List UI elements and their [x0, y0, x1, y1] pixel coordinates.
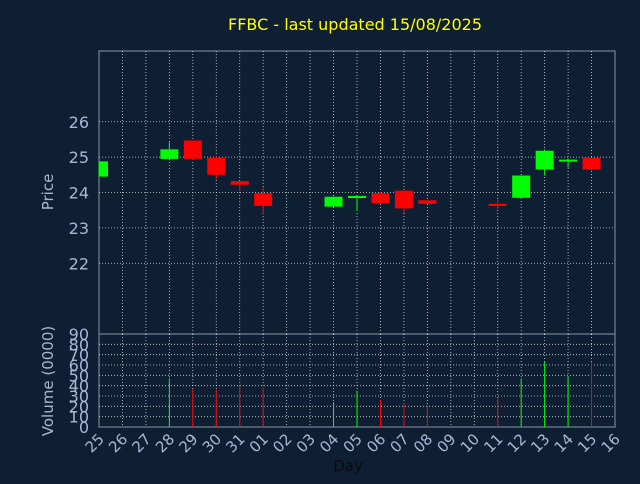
volume-tick-label: 40	[69, 377, 89, 396]
candle-07	[394, 190, 413, 214]
day-tick-label: 08	[410, 430, 436, 456]
candle-body	[160, 149, 179, 159]
candle-12	[512, 175, 531, 198]
day-axis-label: Day	[333, 457, 363, 475]
price-tick-label: 25	[69, 148, 89, 167]
candle-06	[371, 191, 390, 204]
day-tick-label: 07	[387, 430, 413, 456]
candle-body	[99, 161, 108, 177]
candle-body	[254, 193, 273, 206]
candle-body	[582, 157, 601, 170]
candle-body	[394, 190, 413, 209]
candle-15	[582, 157, 601, 172]
candle-11	[488, 199, 507, 210]
candle-body	[348, 196, 366, 199]
volume-tick-label: 30	[69, 387, 89, 406]
price-panel: 22 23 24 25 26	[69, 50, 616, 335]
volume-tick-label: 50	[69, 366, 89, 385]
day-tick-label: 13	[527, 430, 553, 456]
candle-body	[418, 200, 437, 204]
price-tick-label: 23	[69, 219, 89, 238]
volume-tick-label: 90	[69, 325, 89, 344]
day-tick-label: 12	[504, 430, 530, 456]
day-tick-label: 05	[340, 430, 366, 456]
day-tick-label: 26	[105, 430, 131, 456]
volume-panel: 0102030405060708090252627282930310102030…	[69, 325, 624, 456]
volume-tick-label: 0	[79, 418, 89, 437]
price-tick-label: 24	[69, 184, 89, 203]
day-tick-label: 14	[551, 430, 577, 456]
price-tick-label: 22	[69, 254, 89, 273]
candle-body	[183, 140, 202, 159]
day-tick-label: 06	[363, 430, 389, 456]
candle-body	[535, 150, 554, 170]
candle-29	[183, 140, 202, 160]
day-tick-label: 28	[152, 430, 178, 456]
candle-14	[559, 158, 578, 168]
day-tick-label: 10	[457, 430, 483, 456]
day-tick-label: 27	[129, 430, 155, 456]
candle-04	[324, 196, 343, 207]
volume-tick-label: 70	[69, 346, 89, 365]
volume-axis-label: Volume (0000)	[39, 326, 57, 436]
day-tick-label: 09	[433, 430, 459, 456]
candle-body	[324, 196, 343, 207]
candle-08	[418, 200, 437, 204]
candle-13	[535, 149, 554, 176]
volume-tick-label: 60	[69, 356, 89, 375]
candle-body	[559, 159, 578, 162]
candle-body	[207, 157, 226, 175]
candle-body	[230, 181, 249, 185]
candle-28	[160, 142, 179, 159]
candle-25	[98, 161, 108, 177]
day-tick-label: 31	[222, 430, 248, 456]
chart-title: FFBC - last updated 15/08/2025	[228, 15, 482, 34]
day-tick-label: 16	[598, 430, 624, 456]
day-tick-label: 11	[480, 430, 506, 456]
candle-body	[488, 203, 507, 206]
day-tick-label: 03	[293, 430, 319, 456]
candle-body	[371, 193, 390, 204]
day-tick-label: 04	[316, 430, 342, 456]
day-tick-label: 01	[246, 430, 272, 456]
day-tick-label: 30	[199, 430, 225, 456]
volume-tick-label: 80	[69, 335, 89, 354]
volume-tick-label: 20	[69, 397, 89, 416]
candle-30	[207, 155, 226, 180]
day-tick-label: 15	[574, 430, 600, 456]
day-tick-label: 29	[175, 430, 201, 456]
candle-body	[512, 175, 531, 198]
price-axis-label: Price	[39, 174, 57, 211]
candle-01	[254, 187, 273, 214]
candle-31	[230, 181, 249, 191]
day-tick-label: 02	[269, 430, 295, 456]
volume-tick-label: 10	[69, 408, 89, 427]
candle-05	[348, 196, 366, 211]
price-tick-label: 26	[69, 113, 89, 132]
